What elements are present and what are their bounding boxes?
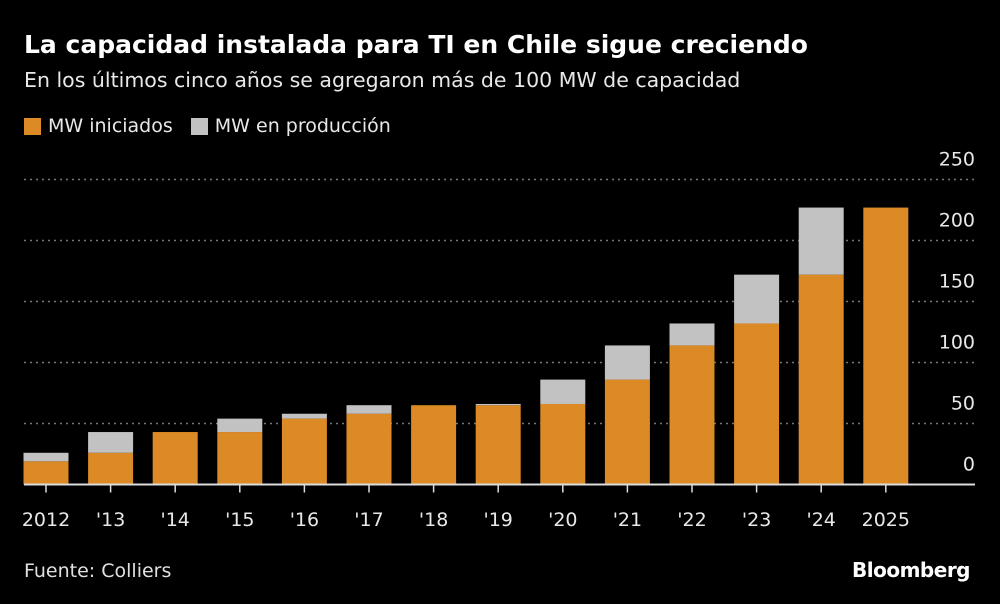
bloomberg-logo: Bloomberg — [852, 558, 970, 582]
legend: MW iniciados MW en producción — [24, 115, 391, 137]
legend-item-produccion: MW en producción — [190, 115, 391, 137]
bar-mw-produccion — [798, 207, 844, 275]
bar-mw-produccion — [540, 379, 586, 404]
x-tick-label: '16 — [290, 509, 319, 531]
bar-mw-produccion — [217, 418, 263, 433]
chart-title: La capacidad instalada para TI en Chile … — [24, 30, 808, 59]
bar-mw-iniciados — [734, 323, 780, 485]
x-tick-label: '20 — [548, 509, 577, 531]
chart-subtitle: En los últimos cinco años se agregaron m… — [24, 68, 741, 92]
bar-mw-iniciados — [798, 274, 844, 485]
bar-mw-iniciados — [475, 405, 521, 485]
x-tick-label: 2025 — [862, 509, 910, 531]
source-note: Fuente: Colliers — [24, 560, 172, 582]
x-tick-label: '23 — [742, 509, 771, 531]
bar-mw-produccion — [23, 452, 69, 462]
legend-label: MW iniciados — [48, 115, 173, 137]
x-tick-label: 2012 — [22, 509, 70, 531]
bar-mw-iniciados — [281, 418, 327, 485]
x-tick-label: '21 — [613, 509, 642, 531]
legend-swatch-produccion — [190, 117, 208, 135]
x-tick-label: '14 — [160, 509, 189, 531]
y-tick-label: 0 — [963, 454, 975, 476]
x-tick-label: '24 — [806, 509, 835, 531]
y-tick-label: 100 — [939, 332, 975, 354]
y-tick-label: 50 — [951, 393, 975, 415]
bar-mw-produccion — [734, 274, 780, 324]
y-tick-label: 150 — [939, 271, 975, 293]
x-tick-label: '18 — [419, 509, 448, 531]
bar-mw-iniciados — [346, 413, 392, 485]
bar-mw-produccion — [346, 405, 392, 414]
legend-item-iniciados: MW iniciados — [24, 115, 173, 137]
bar-mw-iniciados — [411, 405, 457, 485]
bar-mw-iniciados — [23, 461, 69, 485]
legend-swatch-iniciados — [24, 117, 41, 135]
bar-mw-iniciados — [540, 403, 586, 485]
bar-mw-produccion — [604, 345, 650, 380]
x-tick-label: '19 — [483, 509, 512, 531]
bar-mw-produccion — [281, 413, 327, 419]
bar-mw-produccion — [475, 403, 521, 406]
bar-mw-produccion — [88, 432, 134, 453]
bar-mw-iniciados — [604, 379, 650, 485]
legend-label: MW en producción — [214, 115, 391, 137]
bar-mw-produccion — [669, 323, 715, 346]
x-tick-label: '13 — [96, 509, 125, 531]
y-tick-label: 250 — [939, 149, 975, 171]
bar-mw-iniciados — [88, 452, 134, 485]
bar-mw-iniciados — [217, 432, 263, 485]
x-tick-label: '15 — [225, 509, 254, 531]
x-tick-label: '22 — [677, 509, 706, 531]
bar-mw-iniciados — [669, 345, 715, 485]
y-tick-label: 200 — [939, 210, 975, 232]
x-tick-label: '17 — [354, 509, 383, 531]
bar-mw-iniciados — [863, 207, 909, 485]
bar-mw-iniciados — [152, 432, 198, 485]
